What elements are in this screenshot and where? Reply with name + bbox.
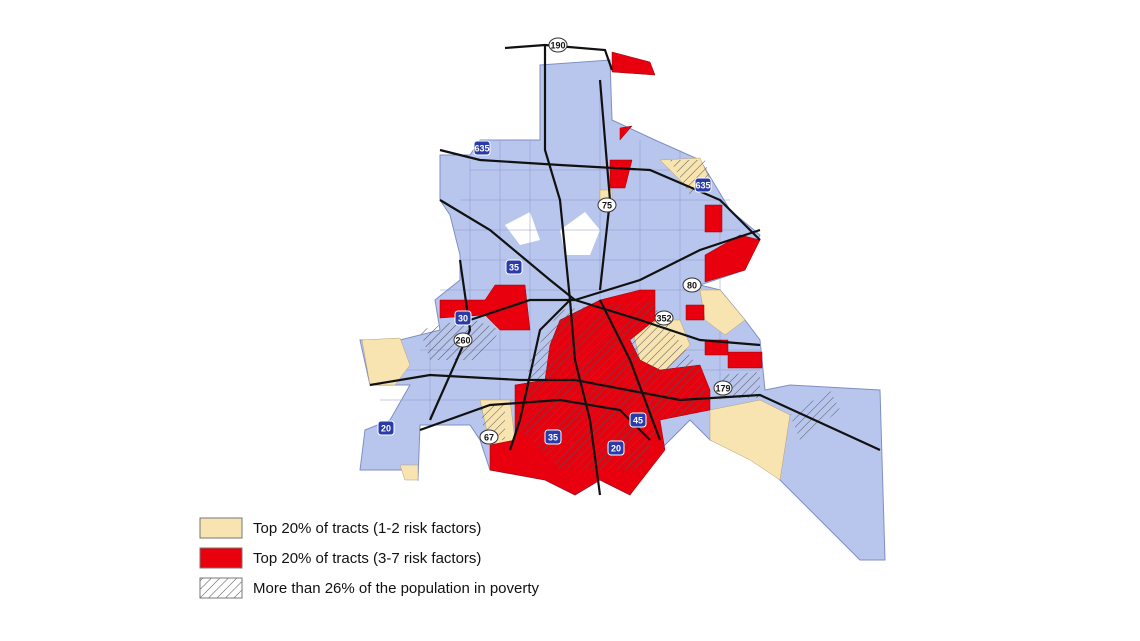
highways	[369, 43, 881, 496]
poverty-hatch	[420, 160, 840, 470]
highway-label: 20	[611, 443, 621, 453]
highway-label: 30	[458, 313, 468, 323]
highway-label: 179	[715, 383, 730, 393]
highway-shield	[453, 332, 473, 348]
highway-shield	[505, 259, 523, 275]
highway-shield	[654, 310, 674, 326]
legend-swatch	[199, 547, 243, 569]
highway-shield	[454, 310, 472, 326]
highway-label: 35	[509, 262, 519, 272]
highway-shield	[607, 440, 625, 456]
highway-label: 190	[550, 40, 565, 50]
highway-shield	[629, 412, 647, 428]
highway-shield	[479, 429, 499, 445]
legend-label: More than 26% of the population in pover…	[253, 580, 540, 597]
highway-label: 35	[548, 432, 558, 442]
highway-shield	[597, 197, 617, 213]
highway-shield	[682, 277, 702, 293]
highway-label: 80	[687, 280, 697, 290]
highway-label: 635	[695, 180, 710, 190]
highway-label: 260	[455, 335, 470, 345]
highway-label: 67	[484, 432, 494, 442]
highway-label: 635	[474, 143, 489, 153]
legend: Top 20% of tracts (1-2 risk factors) Top…	[199, 517, 540, 599]
highway-shield	[548, 37, 568, 53]
highway-label: 20	[381, 423, 391, 433]
legend-swatch	[199, 577, 243, 599]
legend-label: Top 20% of tracts (1-2 risk factors)	[253, 520, 481, 537]
legend-label: Top 20% of tracts (3-7 risk factors)	[253, 550, 481, 567]
highway-label: 75	[602, 200, 612, 210]
legend-swatch	[199, 517, 243, 539]
highway-shield	[694, 177, 712, 193]
highway-shield	[713, 380, 733, 396]
highway-shield	[473, 140, 491, 156]
highway-shield	[377, 420, 395, 436]
highway-shield	[544, 429, 562, 445]
highway-label: 45	[633, 415, 643, 425]
highway-label: 352	[656, 313, 671, 323]
